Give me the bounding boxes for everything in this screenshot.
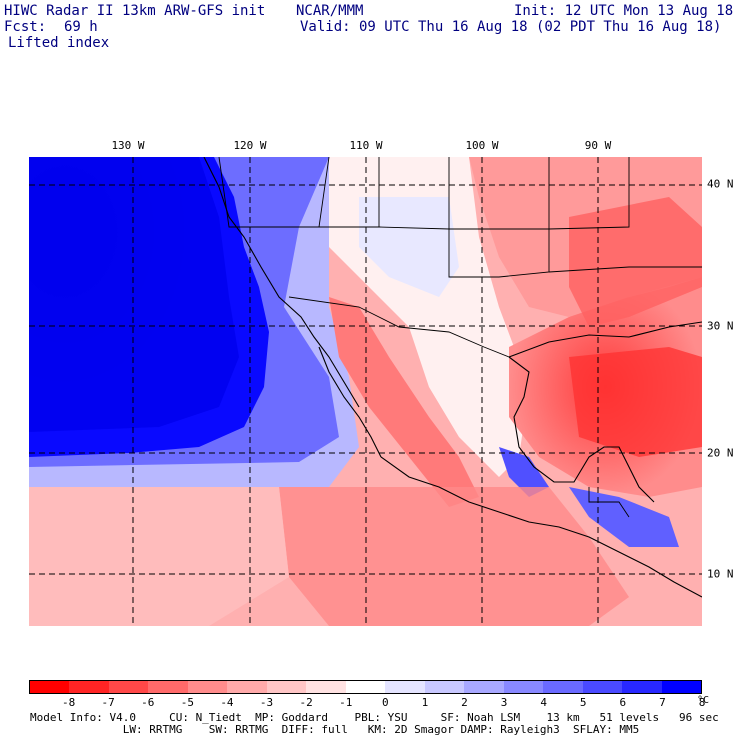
colorbar-swatch bbox=[227, 681, 267, 693]
colorbar-tick-label: 6 bbox=[619, 696, 627, 709]
organization-label: NCAR/MMM bbox=[296, 3, 364, 19]
colorbar-swatch bbox=[108, 681, 149, 693]
central-america-stable-patch bbox=[499, 447, 549, 497]
colorbar-tick-label: 5 bbox=[579, 696, 587, 709]
colorbar-swatch bbox=[306, 681, 346, 693]
colorbar-swatch bbox=[503, 681, 544, 693]
colorbar-swatch bbox=[385, 681, 425, 693]
lat-label: 40 N bbox=[707, 177, 734, 191]
colorbar-tick-label: -3 bbox=[259, 696, 274, 709]
lon-label: 110 W bbox=[349, 139, 383, 152]
coastlines bbox=[203, 157, 702, 598]
colorbar bbox=[29, 680, 702, 694]
colorbar-unit: °C bbox=[697, 695, 710, 706]
colorbar-swatch bbox=[582, 681, 623, 693]
colorbar-swatch bbox=[424, 681, 465, 693]
colorbar-swatch bbox=[622, 681, 662, 693]
lon-label: 130 W bbox=[111, 139, 145, 152]
colorbar-tick-label: 1 bbox=[421, 696, 429, 709]
colorbar-swatch bbox=[266, 681, 307, 693]
field-name: Lifted index bbox=[8, 35, 110, 51]
lat-label: 10 N bbox=[707, 567, 734, 581]
colorbar-tick-label: 0 bbox=[381, 696, 389, 709]
lat-label: 30 N bbox=[707, 319, 734, 333]
colorbar-swatch bbox=[543, 681, 583, 693]
colorbar-tick-label: -6 bbox=[141, 696, 155, 709]
lat-label: 20 N bbox=[707, 446, 734, 460]
colorbar-tick-label: 2 bbox=[461, 696, 468, 709]
lon-label: 90 W bbox=[584, 139, 612, 152]
colorbar-tick-label: 8 bbox=[698, 696, 706, 709]
lat-lon-grid bbox=[29, 157, 702, 626]
lon-label: 100 W bbox=[465, 139, 499, 152]
colorbar-tick-label: 7 bbox=[659, 696, 666, 709]
colorbar-tick-label: 4 bbox=[540, 696, 547, 709]
colorbar-tick-label: 3 bbox=[500, 696, 508, 709]
valid-time: Valid: 09 UTC Thu 16 Aug 18 (02 PDT Thu … bbox=[300, 19, 722, 35]
lon-label: 120 W bbox=[233, 139, 267, 152]
colorbar-tick-label: -1 bbox=[339, 696, 353, 709]
forecast-hour: 69 h bbox=[64, 19, 98, 35]
model-title: HIWC Radar II 13km ARW-GFS init bbox=[4, 3, 266, 19]
colorbar-tick-label: -8 bbox=[61, 696, 76, 709]
colorbar-swatch bbox=[345, 681, 386, 693]
colorbar-swatch bbox=[187, 681, 228, 693]
colorbar-swatch bbox=[464, 681, 504, 693]
colorbar-tick-label: -5 bbox=[180, 696, 194, 709]
colorbar-swatch bbox=[69, 681, 109, 693]
political-borders bbox=[218, 157, 702, 518]
model-info-line2: LW: RRTMG SW: RRTMG DIFF: full KM: 2D Sm… bbox=[30, 723, 640, 736]
init-time: Init: 12 UTC Mon 13 Aug 18 bbox=[514, 3, 734, 19]
colorbar-tick-label: -2 bbox=[299, 696, 313, 709]
forecast-label: Fcst: bbox=[4, 19, 47, 35]
colorbar-tick-label: -4 bbox=[220, 696, 234, 709]
colorbar-swatch bbox=[661, 681, 701, 693]
lifted-index-map bbox=[29, 157, 702, 626]
model-info-line1: Model Info: V4.0 CU: N_Tiedt MP: Goddard… bbox=[30, 711, 719, 724]
colorbar-tick-label: -7 bbox=[101, 696, 115, 709]
colorbar-swatch bbox=[148, 681, 188, 693]
colorbar-swatch bbox=[30, 681, 70, 693]
